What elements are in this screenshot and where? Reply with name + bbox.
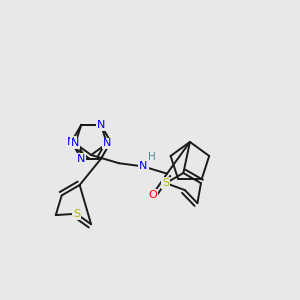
Text: N: N — [139, 161, 148, 172]
Text: O: O — [148, 190, 157, 200]
Text: N: N — [71, 139, 80, 148]
Text: S: S — [73, 209, 80, 219]
Text: S: S — [162, 178, 169, 188]
Text: N: N — [97, 120, 105, 130]
Text: N: N — [77, 154, 86, 164]
Text: H: H — [148, 152, 155, 162]
Text: N: N — [67, 137, 76, 147]
Text: N: N — [103, 139, 111, 148]
